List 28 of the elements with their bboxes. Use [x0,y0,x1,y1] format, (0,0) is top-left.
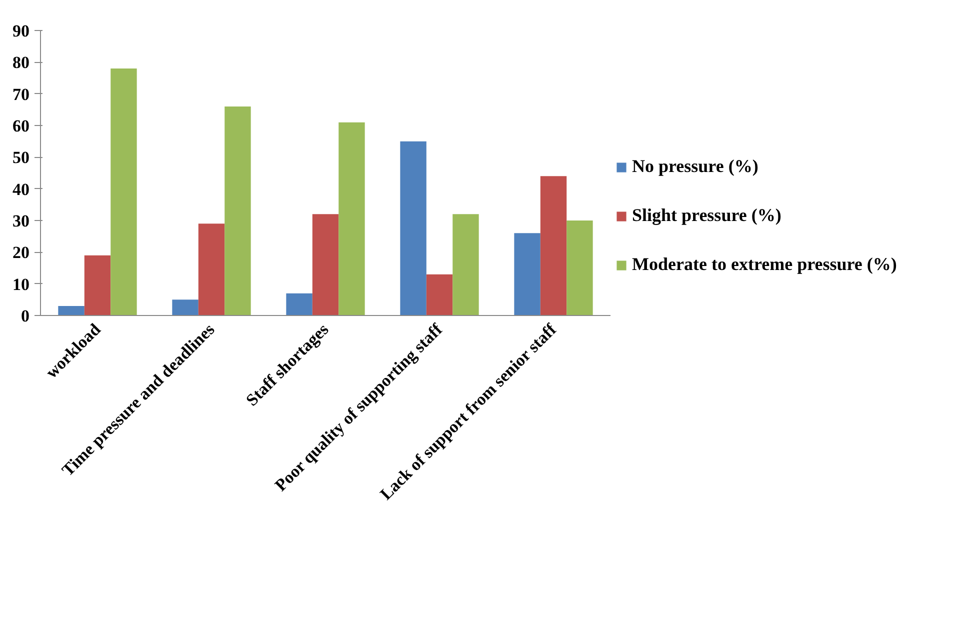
bar [452,214,479,316]
bar [338,122,365,316]
y-tick-label: 40 [12,180,30,199]
bar [540,176,567,316]
y-tick-label: 10 [12,274,30,294]
bar [400,141,426,316]
bar [172,300,198,316]
y-tick-label: 70 [12,84,30,104]
bar [58,306,84,316]
bar [566,220,593,316]
y-tick-label: 90 [12,22,30,40]
bar [198,224,225,316]
y-tick-label: 30 [12,212,30,230]
legend-label: No pressure (%) [632,156,758,177]
y-tick-label: 80 [12,53,30,72]
bar [110,68,137,316]
y-tick-label: 50 [12,148,30,168]
bar [514,233,540,316]
bar [426,274,453,316]
y-tick-label: 20 [12,243,30,262]
legend-label: Slight pressure (%) [632,205,782,226]
y-tick-label: 60 [12,116,30,136]
bar [224,106,251,316]
bar [312,214,339,316]
y-tick-label: 0 [21,306,30,326]
bar [84,255,111,316]
legend-label: Moderate to extreme pressure (%) [632,254,897,275]
bar [286,293,312,316]
